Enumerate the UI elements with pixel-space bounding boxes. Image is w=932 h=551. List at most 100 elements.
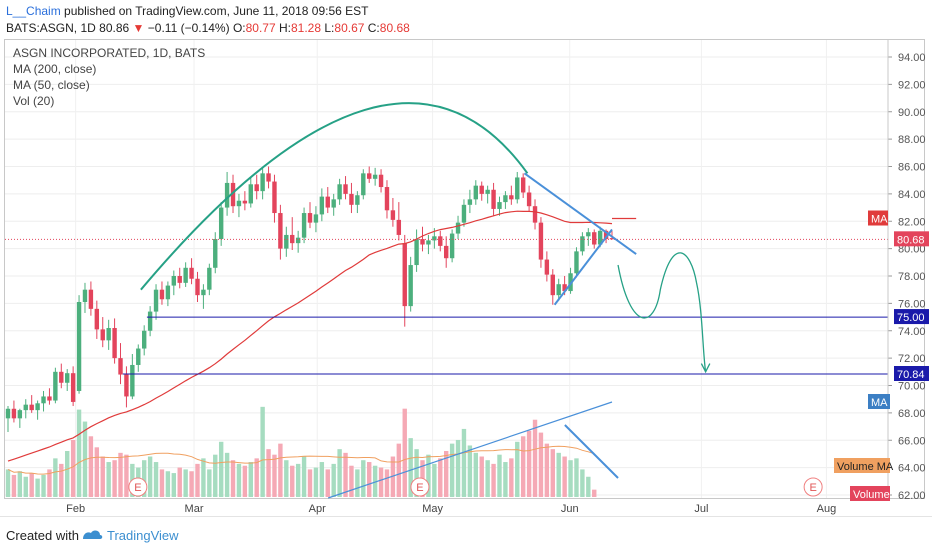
candle — [254, 174, 259, 200]
candle-body — [562, 284, 567, 292]
y-tick-label: 80.00 — [898, 244, 926, 256]
candle — [331, 193, 336, 216]
volume-bar — [47, 469, 52, 497]
y-tick-label: 66.00 — [898, 435, 926, 447]
tradingview-logo-icon[interactable] — [80, 527, 104, 543]
volume-bar — [94, 447, 100, 497]
volume-bar — [106, 462, 111, 497]
candle — [520, 173, 526, 198]
footer: Created with TradingView — [0, 516, 932, 551]
volume-bar — [41, 474, 46, 497]
symbol-name: BATS:ASGN, 1D — [6, 21, 96, 35]
author-link[interactable]: L__Chaim — [6, 4, 61, 18]
wedge-upper-line — [523, 172, 637, 255]
candle — [213, 232, 218, 274]
publish-info: L__Chaim published on TradingView.com, J… — [6, 4, 368, 18]
legend-vol[interactable]: Vol (20) — [13, 94, 55, 108]
level-70-tag-text: 70.84 — [897, 369, 925, 381]
high-label: H: — [279, 21, 291, 35]
candle — [532, 199, 538, 230]
vol-ma-tag: MA — [868, 394, 890, 409]
candle-body — [195, 278, 200, 296]
volume-ma-tag-text: Volume MA — [837, 461, 894, 473]
candle — [361, 169, 366, 200]
candle-body — [47, 396, 52, 401]
candle — [497, 196, 502, 216]
candle — [177, 267, 182, 289]
candle — [295, 230, 301, 253]
candle-body — [207, 267, 212, 290]
candle — [147, 306, 153, 337]
volume-bar — [331, 463, 336, 497]
candle — [224, 171, 230, 216]
candle — [544, 251, 550, 282]
x-tick-label: Apr — [309, 503, 326, 515]
x-tick-label: Jun — [561, 503, 579, 515]
candle-body — [213, 239, 218, 268]
x-tick-label: Aug — [817, 503, 837, 515]
candle-body — [230, 182, 236, 207]
candle — [609, 231, 615, 240]
candle-body — [443, 245, 449, 259]
candle — [503, 191, 508, 209]
volume-bar — [254, 458, 259, 497]
volume-bar — [438, 458, 443, 497]
candle-body — [189, 267, 194, 279]
candle-body — [248, 184, 253, 204]
volume-ma-tag: Volume MA — [834, 458, 894, 473]
candle — [183, 262, 188, 287]
volume-bar — [112, 460, 117, 497]
candle — [491, 182, 496, 216]
volume-bar — [526, 430, 532, 497]
candle-body — [396, 219, 402, 235]
volume-down-trendline — [564, 424, 619, 479]
candle-body — [467, 199, 473, 205]
volume-bar — [520, 436, 526, 497]
candle-body — [100, 329, 105, 341]
candle — [100, 317, 105, 348]
volume-bar — [266, 449, 271, 497]
candle — [11, 400, 17, 423]
volume-bar — [503, 462, 508, 497]
tradingview-link[interactable]: TradingView — [107, 528, 179, 543]
symbol-quote: BATS:ASGN, 1D 80.86 ▼ −0.11 (−0.14%) O:8… — [6, 21, 410, 35]
volume-bar — [290, 465, 295, 497]
legend-ma200[interactable]: MA (200, close) — [13, 62, 97, 76]
candle — [467, 189, 473, 214]
volume-bar — [29, 473, 34, 497]
earnings-circle-icon — [410, 477, 430, 497]
y-tick-label: 76.00 — [898, 298, 926, 310]
volume-bar — [35, 478, 40, 497]
volume-bar — [218, 441, 224, 497]
candle — [159, 281, 165, 305]
y-tick-label: 86.00 — [898, 162, 926, 174]
ma-tag-text: MA — [871, 214, 888, 226]
candle — [455, 215, 461, 240]
volume-bar — [355, 469, 360, 497]
earnings-marker: E — [803, 477, 823, 497]
volume-bar — [313, 467, 319, 497]
candle — [319, 188, 325, 222]
volume-bar — [568, 460, 573, 497]
candle — [94, 300, 100, 339]
open-value: 80.77 — [245, 21, 276, 35]
vol-ma-tag-box — [868, 394, 890, 409]
candle — [218, 202, 224, 246]
candle — [301, 207, 307, 244]
y-tick-label: 72.00 — [898, 353, 926, 365]
volume-bar — [307, 469, 313, 497]
high-value: 81.28 — [291, 21, 322, 35]
volume-bar — [5, 469, 11, 497]
y-tick-label: 78.00 — [898, 271, 926, 283]
chart-frame[interactable] — [4, 39, 925, 499]
y-tick-label: 92.00 — [898, 79, 926, 91]
candle-body — [88, 289, 94, 309]
candle-body — [290, 234, 295, 244]
candle-body — [526, 192, 532, 207]
candle — [290, 217, 295, 250]
candle-body — [266, 173, 271, 182]
legend-ma50[interactable]: MA (50, close) — [13, 78, 90, 92]
candle-body — [544, 259, 550, 275]
candle-body — [254, 184, 259, 192]
